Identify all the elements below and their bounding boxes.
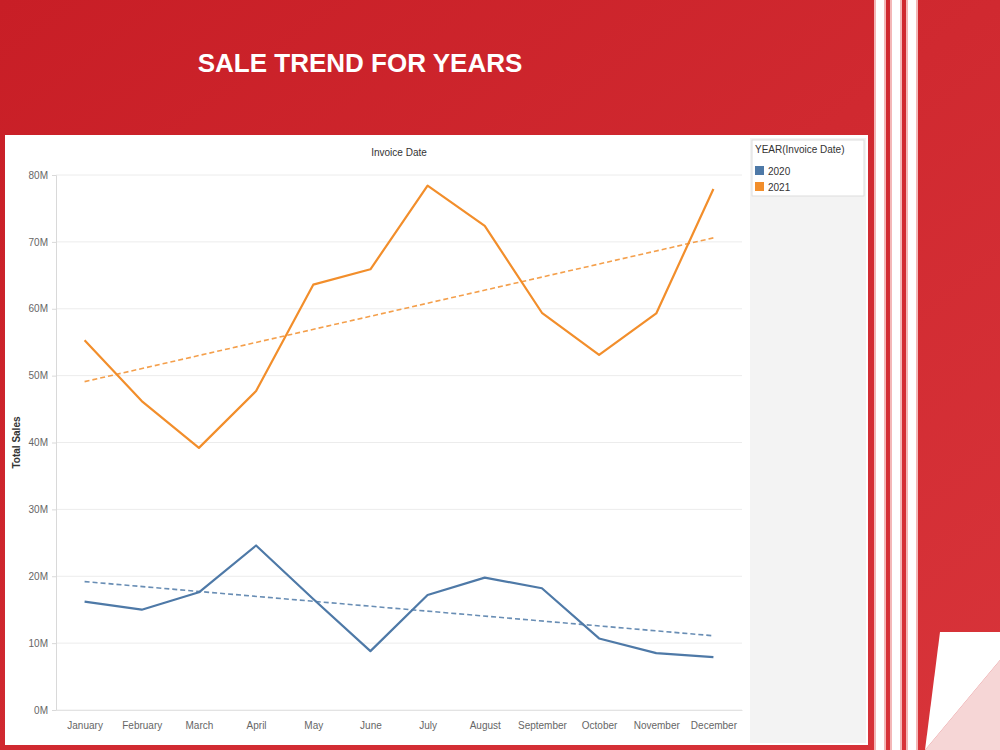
- legend-label: 2021: [768, 182, 791, 193]
- y-tick-mark: [52, 710, 56, 711]
- y-tick-mark: [52, 509, 56, 510]
- y-tick-label: 60M: [29, 303, 48, 314]
- y-axis-line: [52, 176, 57, 711]
- y-tick: 70M: [29, 237, 56, 248]
- stripe: [874, 0, 886, 750]
- grid-line: [56, 442, 742, 443]
- x-tick-label: October: [582, 720, 618, 731]
- stripe: [906, 0, 918, 750]
- chart-title: SALE TREND FOR YEARS: [198, 48, 523, 78]
- x-tick: January: [67, 710, 103, 731]
- x-tick: November: [634, 710, 681, 731]
- x-tick-label: July: [419, 720, 437, 731]
- y-tick-mark: [52, 242, 56, 243]
- x-tick-label: November: [634, 720, 681, 731]
- grid-line: [56, 175, 742, 176]
- grid: [56, 175, 742, 710]
- x-tick: September: [518, 710, 568, 731]
- x-tick: February: [122, 710, 162, 731]
- y-tick-label: 10M: [29, 638, 48, 649]
- series-line: [85, 186, 714, 448]
- grid-line: [56, 576, 742, 577]
- grid-line: [56, 509, 742, 510]
- legend-box: [752, 140, 864, 196]
- y-tick-label: 50M: [29, 370, 48, 381]
- y-tick: 0M: [34, 705, 56, 716]
- y-tick: 50M: [29, 370, 56, 381]
- x-tick-label: March: [186, 720, 214, 731]
- legend-title: YEAR(Invoice Date): [755, 144, 844, 155]
- x-axis: January February March April May June July Augu…: [57, 710, 743, 731]
- y-tick: 60M: [29, 303, 56, 314]
- x-tick: December: [691, 710, 738, 731]
- x-tick-label: April: [247, 720, 267, 731]
- y-tick: 40M: [29, 437, 56, 448]
- series-line: [85, 545, 714, 657]
- y-tick-label: 70M: [29, 237, 48, 248]
- y-tick-mark: [52, 576, 56, 577]
- y-tick: 10M: [29, 638, 56, 649]
- y-tick-label: 30M: [29, 504, 48, 515]
- grid-line: [56, 375, 742, 376]
- y-tick-mark: [52, 175, 56, 176]
- x-tick-label: June: [360, 720, 382, 731]
- grid-line: [56, 643, 742, 644]
- legend-swatch: [755, 166, 764, 175]
- trend-line: [85, 238, 714, 382]
- legend-label: 2020: [768, 166, 791, 177]
- chart-svg: SALE TREND FOR YEARS YEAR(Invoice Date) 20…: [0, 0, 1000, 750]
- x-tick: July: [419, 710, 437, 731]
- decor-stripes: [874, 0, 918, 750]
- x-tick-label: December: [691, 720, 738, 731]
- x-tick: August: [470, 710, 501, 731]
- x-tick: April: [247, 710, 267, 731]
- grid-line: [56, 241, 742, 242]
- y-tick-mark: [52, 309, 56, 310]
- x-axis-title: Invoice Date: [371, 147, 427, 158]
- y-tick-label: 0M: [34, 705, 48, 716]
- y-tick: 80M: [29, 170, 56, 181]
- legend-swatch: [755, 182, 764, 191]
- y-tick: 30M: [29, 504, 56, 515]
- grid-line: [56, 710, 742, 711]
- y-tick-mark: [52, 376, 56, 377]
- x-tick: May: [304, 710, 323, 731]
- page-curl-fold: [925, 632, 1000, 750]
- y-tick-label: 80M: [29, 170, 48, 181]
- x-tick-label: May: [304, 720, 323, 731]
- stripe: [876, 0, 884, 750]
- x-tick: October: [582, 710, 618, 731]
- legend-panel: [750, 138, 866, 743]
- y-tick-mark: [52, 443, 56, 444]
- y-axis-title: Total Sales: [11, 416, 22, 468]
- x-tick-label: August: [470, 720, 501, 731]
- plot-area: [85, 186, 714, 657]
- trend-line: [85, 582, 714, 636]
- stripe: [908, 0, 916, 750]
- y-axis: 0M 10M 20M 30M 40M 50M 60M 70M 80M: [29, 170, 57, 716]
- chart-panel: [5, 135, 868, 745]
- x-tick-label: September: [518, 720, 568, 731]
- y-tick-label: 20M: [29, 571, 48, 582]
- x-tick-label: February: [122, 720, 162, 731]
- stripe: [890, 0, 902, 750]
- stripe: [892, 0, 900, 750]
- y-tick-mark: [52, 643, 56, 644]
- background: [0, 0, 1000, 750]
- y-tick-label: 40M: [29, 437, 48, 448]
- x-tick: March: [186, 710, 214, 731]
- x-axis-line: [57, 710, 743, 711]
- x-tick-label: January: [67, 720, 103, 731]
- x-tick: June: [360, 710, 382, 731]
- y-tick: 20M: [29, 571, 56, 582]
